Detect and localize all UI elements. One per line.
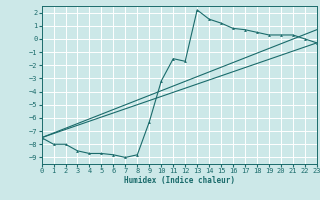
X-axis label: Humidex (Indice chaleur): Humidex (Indice chaleur) <box>124 176 235 185</box>
